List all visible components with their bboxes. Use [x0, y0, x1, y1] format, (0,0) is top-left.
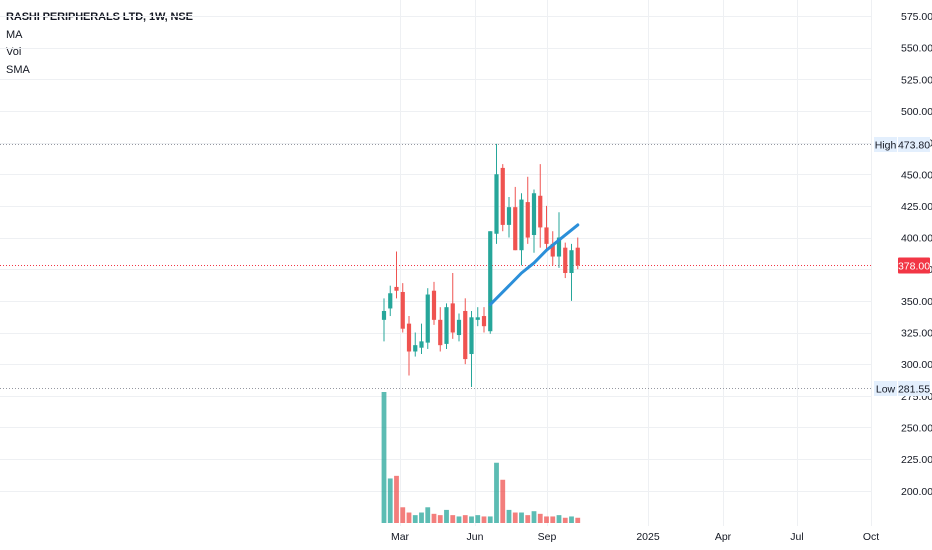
volume-bar[interactable] [562, 517, 568, 523]
low-label: Low [876, 384, 896, 396]
candle-body[interactable] [463, 310, 468, 360]
y-tick-label: 300.00 [901, 359, 932, 371]
current-price-value: 378.00 [898, 261, 930, 273]
y-tick-label: 425.00 [901, 201, 932, 213]
x-tick-label: Oct [863, 531, 879, 543]
y-tick-label: 200.00 [901, 486, 932, 498]
candle-body[interactable] [550, 243, 555, 257]
volume-bar[interactable] [469, 516, 474, 523]
volume-bar[interactable] [519, 512, 524, 523]
volume-bar[interactable] [544, 516, 549, 523]
volume-bar[interactable] [550, 516, 556, 523]
candle-body[interactable] [425, 294, 430, 343]
volume-bar[interactable] [437, 515, 443, 523]
y-tick-label: 225.00 [901, 454, 932, 466]
volume-bar[interactable] [462, 515, 468, 523]
y-tick-label: 500.00 [901, 106, 932, 118]
high-value: 473.80 [898, 140, 930, 152]
high-label-badge [874, 137, 897, 152]
legend-sma[interactable]: SMA [6, 63, 30, 76]
y-tick-label: 525.00 [901, 74, 932, 86]
candle-body[interactable] [488, 231, 493, 332]
current-price-badge [898, 257, 930, 274]
volume-bar[interactable] [394, 475, 399, 523]
candle-body[interactable] [381, 310, 387, 320]
low-value-badge [898, 381, 930, 396]
low-value: 281.55 [898, 384, 930, 396]
candle-body[interactable] [456, 319, 462, 336]
volume-bar[interactable] [419, 512, 424, 523]
volume-bar[interactable] [431, 513, 437, 523]
volume-bar[interactable] [412, 515, 418, 523]
candle-body[interactable] [388, 293, 393, 309]
y-tick-label: 575.00 [901, 11, 932, 23]
y-tick-label: 450.00 [901, 169, 932, 181]
candle-body[interactable] [531, 193, 537, 236]
candle-body[interactable] [419, 341, 424, 348]
candle-body[interactable] [544, 227, 549, 244]
candle-body[interactable] [475, 317, 480, 320]
candle-body[interactable] [575, 247, 580, 266]
y-tick-label: 400.00 [901, 233, 932, 245]
candle-body[interactable] [500, 167, 505, 225]
volume-bar[interactable] [506, 509, 512, 523]
high-value-badge [898, 137, 930, 152]
volume-bar[interactable] [425, 507, 431, 523]
candle-body[interactable] [519, 199, 524, 251]
x-tick-label: Mar [391, 531, 410, 543]
candle-body[interactable] [450, 303, 455, 333]
candle-body[interactable] [513, 207, 518, 251]
volume-bar[interactable] [500, 479, 506, 523]
candle-body[interactable] [444, 307, 449, 344]
y-tick-label: 550.00 [901, 43, 932, 55]
sma-line[interactable] [488, 223, 580, 307]
volume-bar[interactable] [450, 515, 456, 523]
volume-bar[interactable] [494, 462, 499, 523]
candle-body[interactable] [569, 250, 574, 273]
volume-bar[interactable] [537, 513, 543, 523]
x-tick-label: Jun [467, 531, 484, 543]
volume-bar[interactable] [400, 507, 406, 523]
volume-bar[interactable] [475, 515, 481, 523]
y-tick-label: 350.00 [901, 296, 932, 308]
volume-bar[interactable] [512, 512, 518, 523]
volume-bar[interactable] [456, 516, 462, 523]
x-tick-label: Apr [715, 531, 732, 543]
candle-body[interactable] [394, 286, 399, 291]
volume-bar[interactable] [569, 516, 574, 523]
x-tick-label: 2025 [636, 531, 660, 543]
candle-body[interactable] [400, 291, 405, 329]
candle-body[interactable] [406, 323, 412, 352]
x-tick-label: Sep [538, 531, 557, 543]
volume-bar[interactable] [531, 511, 537, 523]
candle-body[interactable] [481, 316, 487, 327]
x-tick-label: Jul [790, 531, 803, 543]
volume-bar[interactable] [487, 516, 493, 523]
legend-ma[interactable]: MA [6, 28, 23, 41]
candle-body[interactable] [469, 317, 474, 355]
volume-bar[interactable] [387, 478, 393, 523]
candle-body[interactable] [506, 207, 512, 225]
high-label: High [875, 140, 897, 152]
volume-bar[interactable] [556, 515, 562, 523]
volume-bar[interactable] [481, 516, 487, 523]
candle-body[interactable] [556, 237, 562, 257]
volume-bar[interactable] [444, 509, 449, 523]
low-label-badge [874, 381, 897, 396]
candle-body[interactable] [525, 202, 530, 238]
volume-bar[interactable] [575, 517, 581, 523]
candle-body[interactable] [438, 319, 443, 346]
volume-bar[interactable] [406, 512, 412, 523]
candle-body[interactable] [431, 290, 437, 320]
candle-body[interactable] [494, 174, 499, 234]
y-tick-label: 325.00 [901, 328, 932, 340]
candle-body[interactable] [563, 247, 568, 273]
volume-bar[interactable] [525, 515, 531, 523]
y-tick-label: 250.00 [901, 422, 932, 434]
volume-bar[interactable] [381, 392, 387, 523]
candle-body[interactable] [538, 195, 543, 228]
candle-body[interactable] [413, 345, 418, 352]
